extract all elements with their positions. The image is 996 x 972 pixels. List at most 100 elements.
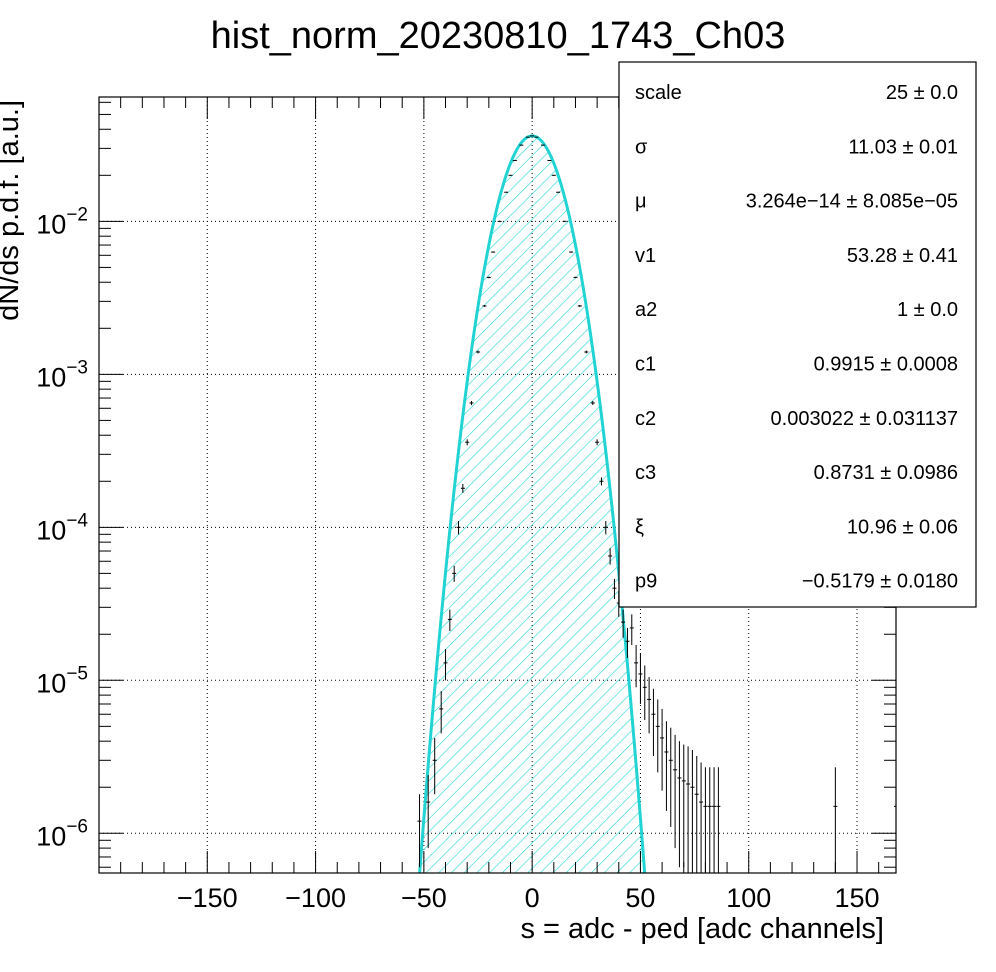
data-point xyxy=(556,191,561,193)
stats-row: c1 0.9915 ± 0.0008 xyxy=(635,354,958,376)
y-tick-label: 10−5 xyxy=(36,663,88,698)
stats-row: μ 3.264e−14 ± 8.085e−05 xyxy=(635,191,958,213)
stats-param-name: σ xyxy=(635,136,648,158)
data-point xyxy=(712,767,717,873)
data-point xyxy=(699,762,704,873)
data-point xyxy=(547,159,552,161)
data-point xyxy=(584,350,589,354)
stats-param-value: 10.96 ± 0.06 xyxy=(847,516,958,538)
stats-row: a2 1 ± 0.0 xyxy=(635,299,958,321)
x-tick-label: 150 xyxy=(834,883,879,913)
stats-param-name: ξ xyxy=(635,516,644,538)
data-point xyxy=(432,737,437,795)
chart-title: hist_norm_20230810_1743_Ch03 xyxy=(211,15,786,57)
data-point xyxy=(703,767,708,873)
data-point xyxy=(833,767,838,873)
y-axis-title: dN/ds p.d.f. [a.u.] xyxy=(0,100,25,321)
data-point xyxy=(476,350,481,354)
stats-row: v1 53.28 ± 0.41 xyxy=(635,245,958,267)
data-point xyxy=(426,775,431,849)
stats-param-name: a2 xyxy=(635,299,657,321)
y-tick-label: 10−4 xyxy=(36,510,88,545)
data-point xyxy=(642,665,647,721)
x-axis-ticks: −150 −100 −50 0 50 100 150 xyxy=(120,97,880,913)
data-point xyxy=(651,688,656,757)
data-point xyxy=(512,159,517,161)
data-point xyxy=(677,741,682,868)
data-point xyxy=(660,708,665,791)
data-point xyxy=(456,520,461,535)
data-point xyxy=(634,645,639,688)
stats-box: scale 25 ± 0.0 σ 11.03 ± 0.01 μ 3.264e−14 ± 8… xyxy=(618,61,977,608)
data-point xyxy=(625,627,630,658)
y-tick-label: 10−2 xyxy=(36,204,88,239)
data-point xyxy=(525,136,530,138)
data-point xyxy=(439,691,444,734)
data-point xyxy=(519,144,524,146)
y-tick-label: 10−3 xyxy=(36,357,88,392)
x-tick-label: 100 xyxy=(726,883,771,913)
stats-param-value: −0.5179 ± 0.0180 xyxy=(802,571,958,593)
data-point xyxy=(690,750,695,873)
data-point xyxy=(694,756,699,873)
data-point xyxy=(569,251,574,253)
stats-rows: scale 25 ± 0.0 σ 11.03 ± 0.01 μ 3.264e−14 ± 8… xyxy=(635,82,958,593)
stats-row: ξ 10.96 ± 0.06 xyxy=(635,516,958,538)
stats-param-value: 0.003022 ± 0.031137 xyxy=(771,408,958,430)
data-point xyxy=(668,727,673,827)
data-point xyxy=(664,721,669,811)
stats-row: p9 −0.5179 ± 0.0180 xyxy=(635,571,958,593)
stats-param-name: c1 xyxy=(635,354,656,376)
data-point xyxy=(562,220,567,222)
data-point xyxy=(504,191,509,193)
data-point xyxy=(681,744,686,868)
data-point xyxy=(716,767,721,873)
data-point xyxy=(647,677,652,734)
x-axis-title: s = adc - ped [adc channels] xyxy=(520,913,884,945)
data-point xyxy=(638,653,643,704)
stats-param-name: c2 xyxy=(635,408,656,430)
stats-param-value: 53.28 ± 0.41 xyxy=(847,245,958,267)
data-point xyxy=(595,439,600,446)
stats-param-value: 11.03 ± 0.01 xyxy=(848,136,958,158)
stats-param-value: 0.8731 ± 0.0986 xyxy=(814,462,958,484)
data-point xyxy=(452,565,457,582)
stats-param-name: μ xyxy=(635,191,647,213)
data-point xyxy=(482,304,487,307)
data-point xyxy=(447,609,452,632)
x-tick-label: 0 xyxy=(525,883,540,913)
y-axis-ticks: 10−6 10−5 10−4 10−3 10−2 xyxy=(36,101,896,868)
data-point xyxy=(465,439,470,446)
stats-param-value: 0.9915 ± 0.0008 xyxy=(814,354,958,376)
stats-param-name: c3 xyxy=(635,462,656,484)
stats-param-name: scale xyxy=(635,82,682,104)
x-tick-label: 50 xyxy=(625,883,655,913)
data-point xyxy=(469,400,474,406)
y-tick-label: 10−6 xyxy=(36,816,88,851)
stats-row: σ 11.03 ± 0.01 xyxy=(635,136,958,158)
data-point xyxy=(590,400,595,406)
x-tick-label: −100 xyxy=(285,883,346,913)
stats-box-frame xyxy=(618,61,977,608)
data-point xyxy=(673,734,678,849)
data-point xyxy=(443,649,448,681)
histogram-points-layer xyxy=(417,135,896,873)
data-point xyxy=(530,135,535,137)
stats-param-value: 25 ± 0.0 xyxy=(886,82,958,104)
stats-param-value: 1 ± 0.0 xyxy=(897,299,958,321)
data-point xyxy=(497,220,502,222)
stats-row: c2 0.003022 ± 0.031137 xyxy=(635,408,958,430)
data-point xyxy=(577,304,582,307)
data-point xyxy=(603,520,608,535)
data-point xyxy=(894,767,896,873)
data-point xyxy=(599,477,604,486)
data-point xyxy=(460,483,465,493)
data-point xyxy=(621,609,626,638)
data-point xyxy=(551,174,556,176)
stats-param-name: v1 xyxy=(635,245,656,267)
stats-param-value: 3.264e−14 ± 8.085e−05 xyxy=(746,191,958,213)
data-point xyxy=(655,699,660,773)
data-point xyxy=(486,276,491,279)
stats-param-name: p9 xyxy=(635,571,657,593)
